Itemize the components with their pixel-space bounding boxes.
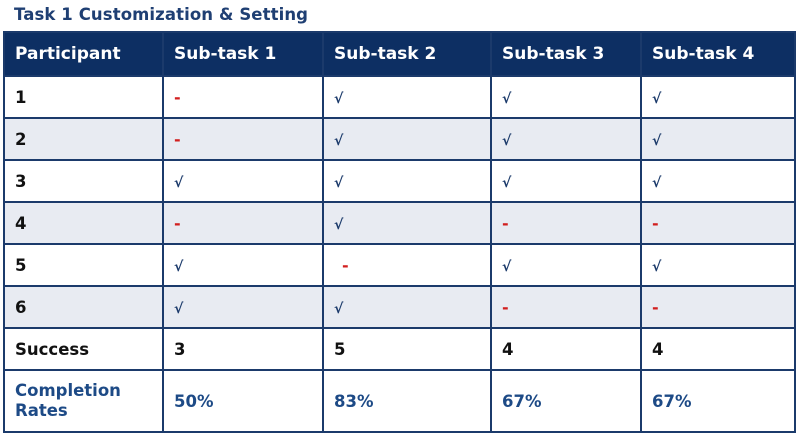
header-sub-task-2: Sub-task 2 xyxy=(322,31,492,77)
completion-label: Completion Rates xyxy=(3,369,164,433)
check-mark-icon: √ xyxy=(652,132,662,149)
result-cell: - xyxy=(490,201,642,245)
result-cell: √ xyxy=(322,201,492,245)
fail-mark: - xyxy=(652,213,659,233)
check-mark-icon: √ xyxy=(502,132,512,149)
check-mark-icon: √ xyxy=(174,300,184,317)
participant-cell: 6 xyxy=(3,285,164,329)
table-row: 1 - √ √ √ xyxy=(3,75,796,119)
check-mark-icon: √ xyxy=(502,90,512,107)
check-mark-icon: √ xyxy=(502,258,512,275)
fail-mark: - xyxy=(502,297,509,317)
check-mark-icon: √ xyxy=(652,90,662,107)
participant-cell: 4 xyxy=(3,201,164,245)
table-row: 3 √ √ √ √ xyxy=(3,159,796,203)
result-cell: - xyxy=(322,243,492,287)
result-cell: - xyxy=(640,201,796,245)
fail-mark: - xyxy=(342,255,349,275)
check-mark-icon: √ xyxy=(174,174,184,191)
participant-cell: 5 xyxy=(3,243,164,287)
result-cell: √ xyxy=(162,285,324,329)
check-mark-icon: √ xyxy=(334,174,344,191)
result-cell: √ xyxy=(490,117,642,161)
completion-value: 67% xyxy=(490,369,642,433)
success-label: Success xyxy=(3,327,164,371)
check-mark-icon: √ xyxy=(334,90,344,107)
completion-value: 50% xyxy=(162,369,324,433)
success-value: 4 xyxy=(640,327,796,371)
fail-mark: - xyxy=(174,213,181,233)
table-row: 2 - √ √ √ xyxy=(3,117,796,161)
result-cell: - xyxy=(162,75,324,119)
results-table: Participant Sub-task 1 Sub-task 2 Sub-ta… xyxy=(3,31,796,433)
table-title: Task 1 Customization & Setting xyxy=(14,5,309,24)
result-cell: - xyxy=(490,285,642,329)
success-value: 5 xyxy=(322,327,492,371)
result-cell: √ xyxy=(640,243,796,287)
table-row: 4 - √ - - xyxy=(3,201,796,245)
success-value: 3 xyxy=(162,327,324,371)
result-cell: √ xyxy=(640,117,796,161)
completion-label-line2: Rates xyxy=(15,401,68,420)
header-sub-task-4: Sub-task 4 xyxy=(640,31,796,77)
check-mark-icon: √ xyxy=(334,216,344,233)
result-cell: √ xyxy=(162,159,324,203)
table-row: 5 √ - √ √ xyxy=(3,243,796,287)
result-cell: √ xyxy=(322,285,492,329)
fail-mark: - xyxy=(174,87,181,107)
success-value: 4 xyxy=(490,327,642,371)
result-cell: - xyxy=(640,285,796,329)
check-mark-icon: √ xyxy=(502,174,512,191)
result-cell: - xyxy=(162,201,324,245)
result-cell: √ xyxy=(640,75,796,119)
header-sub-task-1: Sub-task 1 xyxy=(162,31,324,77)
result-cell: √ xyxy=(322,117,492,161)
completion-row: Completion Rates 50% 83% 67% 67% xyxy=(3,369,796,433)
participant-cell: 1 xyxy=(3,75,164,119)
fail-mark: - xyxy=(502,213,509,233)
check-mark-icon: √ xyxy=(652,258,662,275)
table-row: 6 √ √ - - xyxy=(3,285,796,329)
fail-mark: - xyxy=(652,297,659,317)
completion-label-line1: Completion xyxy=(15,381,121,400)
check-mark-icon: √ xyxy=(334,300,344,317)
fail-mark: - xyxy=(174,129,181,149)
check-mark-icon: √ xyxy=(334,132,344,149)
result-cell: √ xyxy=(490,159,642,203)
result-cell: √ xyxy=(322,159,492,203)
check-mark-icon: √ xyxy=(652,174,662,191)
result-cell: √ xyxy=(162,243,324,287)
participant-cell: 2 xyxy=(3,117,164,161)
header-sub-task-3: Sub-task 3 xyxy=(490,31,642,77)
result-cell: √ xyxy=(322,75,492,119)
result-cell: √ xyxy=(490,243,642,287)
participant-cell: 3 xyxy=(3,159,164,203)
success-row: Success 3 5 4 4 xyxy=(3,327,796,371)
header-row: Participant Sub-task 1 Sub-task 2 Sub-ta… xyxy=(3,31,796,77)
header-participant: Participant xyxy=(3,31,164,77)
check-mark-icon: √ xyxy=(174,258,184,275)
result-cell: √ xyxy=(640,159,796,203)
completion-value: 83% xyxy=(322,369,492,433)
completion-value: 67% xyxy=(640,369,796,433)
result-cell: √ xyxy=(490,75,642,119)
result-cell: - xyxy=(162,117,324,161)
